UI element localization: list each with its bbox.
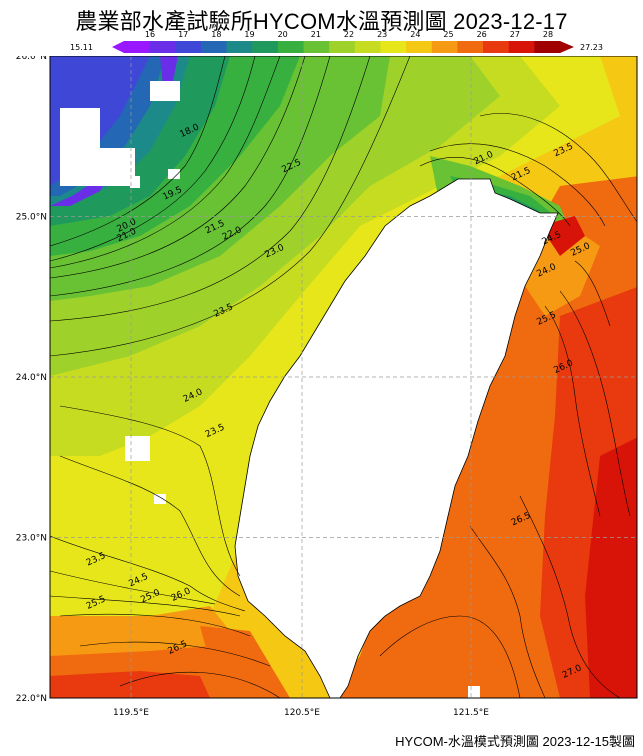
colorbar-segment: [406, 41, 433, 53]
colorbar-tick-label: 24: [410, 30, 420, 39]
colorbar-max-label: 27.23: [580, 43, 603, 52]
taiwan-island: [235, 179, 558, 698]
colorbar-tick-label: 27: [510, 30, 520, 39]
colorbar-tick-label: 18: [211, 30, 221, 39]
map-frame: [49, 56, 638, 699]
colorbar-segment: [175, 41, 202, 53]
latitude-tick-label: 22.0°N: [16, 694, 47, 704]
sst-map: 18.019.520.021.0 21.522.022.523.023.524.0…: [16, 56, 638, 718]
temperature-colorbar: 16 17 18 19 20 21 22 23 24 25 26 27 28 15.11 27.23: [70, 30, 603, 53]
colorbar-min-label: 15.11: [70, 43, 93, 52]
colorbar-tick-label: 21: [311, 30, 321, 39]
latitude-tick-label: 23.0°N: [16, 534, 47, 544]
colorbar-tick-label: 19: [244, 30, 254, 39]
colorbar-segment: [226, 41, 253, 53]
colorbar-segment: [124, 41, 151, 53]
colorbar-segment: [252, 41, 279, 53]
latitude-tick-label: 26.0°N: [16, 56, 47, 62]
latitude-tick-label: 24.0°N: [16, 373, 47, 383]
longitude-tick-label: 120.5°E: [284, 708, 320, 718]
colorbar-segment: [200, 41, 228, 53]
longitude-tick-label: 121.5°E: [453, 708, 489, 718]
colorbar-tick-label: 25: [443, 30, 453, 39]
colorbar-segment: [483, 41, 510, 53]
colorbar-tick-label: 16: [145, 30, 155, 39]
colorbar-segment: [508, 41, 535, 53]
colorbar-segment: [457, 41, 484, 53]
colorbar-high-arrow: [560, 41, 574, 53]
sst-field: 18.019.520.021.0 21.522.022.523.023.524.0…: [50, 56, 637, 698]
colorbar-segment: [329, 41, 356, 53]
footer-credit: HYCOM-水溫模式預測圖 2023-12-15製圖: [395, 734, 635, 749]
colorbar-segment: [380, 41, 407, 53]
colorbar-tick-label: 28: [543, 30, 553, 39]
latitude-tick-labels: 26.0°N 25.0°N 24.0°N 23.0°N 22.0°N: [16, 56, 47, 704]
colorbar-low-arrow: [112, 41, 124, 53]
colorbar-tick-label: 23: [377, 30, 387, 39]
colorbar-tick-label: 26: [477, 30, 487, 39]
page-title: 農業部水產試驗所HYCOM水溫預測圖 2023-12-17: [75, 9, 568, 34]
colorbar-segment: [303, 41, 330, 53]
colorbar-tick-label: 20: [278, 30, 288, 39]
colorbar-segment: [277, 41, 305, 53]
map-gridlines: [50, 56, 637, 698]
latitude-tick-label: 25.0°N: [16, 213, 47, 223]
colorbar-tick-label: 22: [344, 30, 354, 39]
colorbar-segment: [431, 41, 458, 53]
colorbar-segments: [124, 41, 561, 53]
colorbar-segment: [149, 41, 176, 53]
contour-lines: [50, 56, 637, 698]
colorbar-segment: [534, 41, 561, 53]
colorbar-tick-label: 17: [178, 30, 188, 39]
colorbar-segment: [354, 41, 381, 53]
longitude-tick-label: 119.5°E: [113, 708, 149, 718]
colorbar-tick-labels: 16 17 18 19 20 21 22 23 24 25 26 27 28: [145, 30, 553, 39]
longitude-tick-labels: 119.5°E 120.5°E 121.5°E: [113, 708, 489, 718]
